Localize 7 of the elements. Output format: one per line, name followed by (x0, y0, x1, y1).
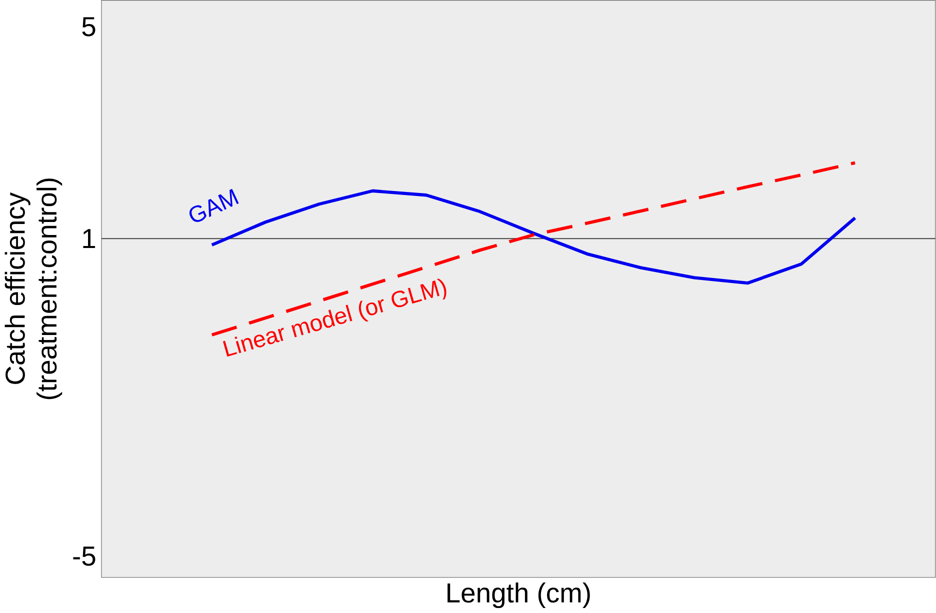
y-tick-label: 1 (83, 229, 96, 248)
y-axis-title: Catch efficiency (treatment:control) (4, 178, 62, 400)
text: GAM (189, 188, 239, 222)
x-axis-title: Length (cm) (448, 582, 590, 608)
y-tick-label: -5 (73, 546, 96, 566)
y-tick-label: 5 (82, 17, 96, 36)
text: Linear model (or GLM) (222, 278, 446, 357)
